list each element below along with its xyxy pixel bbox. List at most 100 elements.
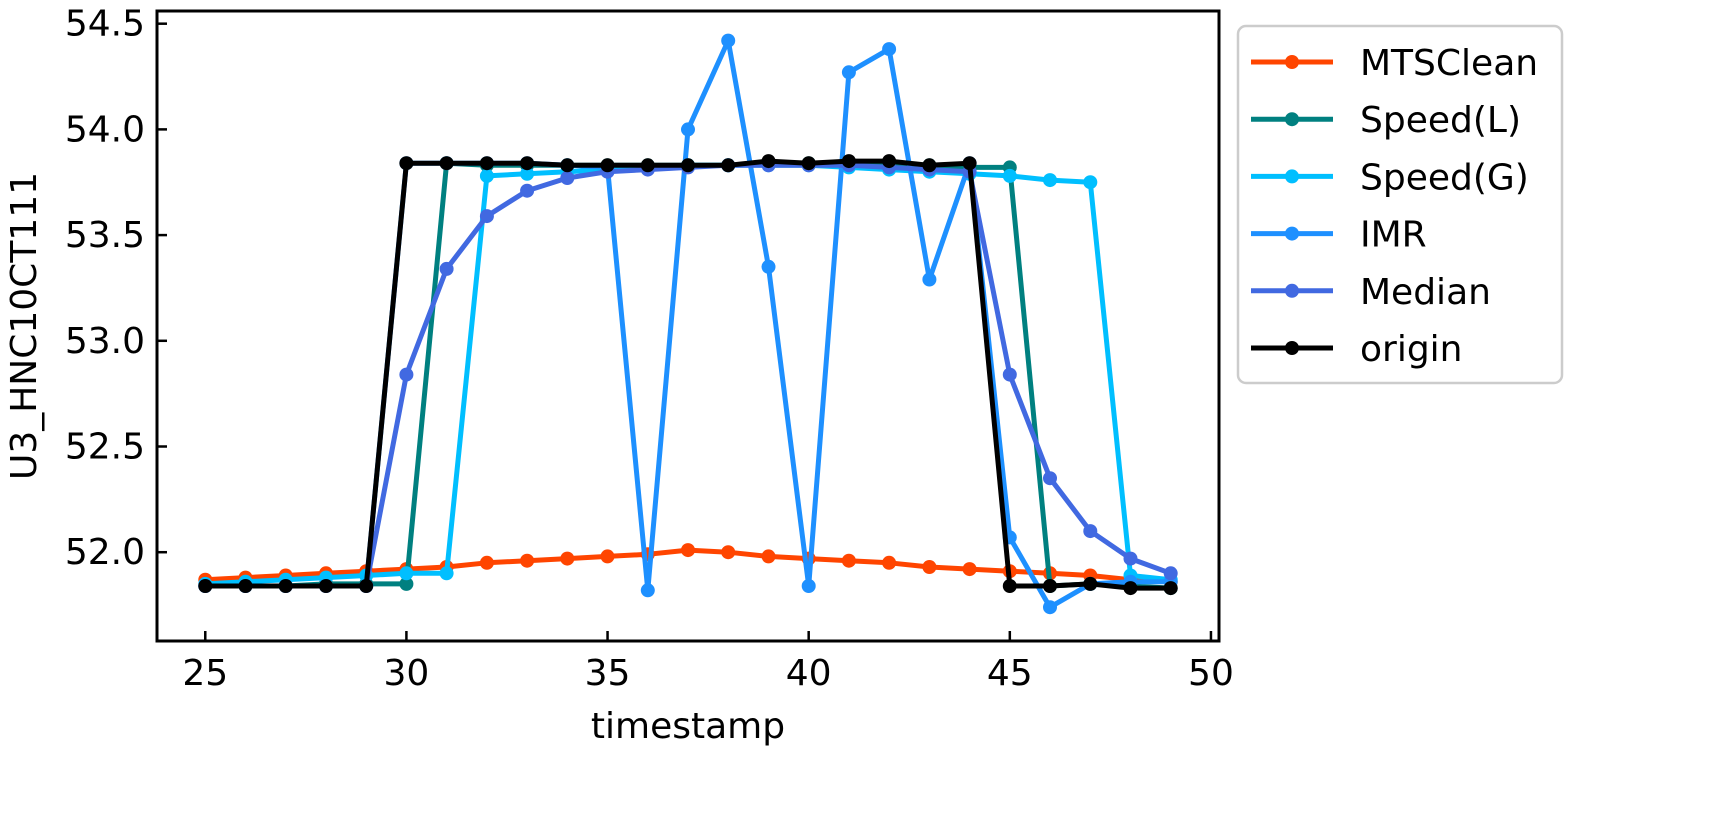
y-axis-label: U3_HNC10CT111	[4, 172, 45, 480]
data-point-speed-g	[399, 566, 414, 581]
data-point-median	[1083, 524, 1098, 539]
data-point-speed-g	[520, 166, 535, 181]
data-point-origin	[681, 158, 695, 173]
data-point-mtsclean	[520, 553, 535, 568]
y-tick-label: 52.0	[65, 532, 145, 573]
legend-swatch-marker	[1285, 55, 1299, 69]
y-tick-label: 54.0	[65, 109, 145, 150]
series-layer	[198, 33, 1178, 615]
data-point-origin	[439, 156, 454, 171]
x-tick-label: 40	[786, 653, 832, 694]
data-point-origin	[640, 158, 655, 173]
data-point-origin	[962, 156, 977, 171]
data-point-median	[399, 367, 414, 382]
data-point-origin	[922, 158, 937, 173]
data-point-median	[1043, 471, 1057, 486]
data-point-origin	[278, 579, 293, 593]
legend-swatch-marker	[1285, 341, 1299, 355]
legend-swatch-marker	[1285, 169, 1299, 184]
data-point-origin	[399, 156, 414, 171]
series-speed-l	[198, 156, 1178, 596]
legend-swatch-marker	[1285, 283, 1299, 298]
data-point-mtsclean	[681, 543, 695, 558]
data-point-median	[520, 183, 535, 198]
legend-label: IMR	[1360, 215, 1427, 256]
data-point-origin	[841, 154, 856, 169]
x-tick-label: 35	[585, 653, 631, 694]
data-point-mtsclean	[922, 560, 937, 574]
data-point-median	[1123, 551, 1138, 566]
series-line-speed-l	[205, 160, 1171, 591]
data-point-imr	[922, 272, 937, 287]
legend-label: MTSClean	[1360, 43, 1538, 84]
data-point-origin	[198, 579, 213, 593]
legend-item-origin: origin	[1251, 329, 1463, 370]
y-tick-label: 52.5	[65, 427, 145, 468]
data-point-imr	[882, 42, 897, 57]
data-point-mtsclean	[600, 549, 615, 564]
data-point-mtsclean	[479, 555, 494, 570]
data-point-speed-l	[399, 576, 414, 591]
data-point-speed-g	[479, 168, 494, 183]
legend-label: Speed(G)	[1360, 157, 1529, 198]
data-point-imr	[640, 583, 655, 598]
y-tick-label: 53.0	[65, 321, 145, 362]
data-point-speed-g	[1002, 168, 1017, 183]
data-point-median	[439, 261, 454, 276]
data-point-origin	[1002, 579, 1017, 593]
legend-box	[1236, 24, 1564, 385]
data-point-median	[1002, 367, 1017, 382]
x-tick-label: 25	[182, 653, 228, 694]
data-point-mtsclean	[841, 553, 856, 568]
legend-label: origin	[1360, 329, 1463, 370]
data-point-mtsclean	[560, 551, 575, 566]
data-point-median	[1163, 566, 1178, 581]
data-point-speed-g	[1083, 175, 1098, 190]
series-imr	[198, 33, 1178, 615]
data-point-imr	[1043, 600, 1057, 615]
data-point-imr	[801, 579, 816, 593]
data-point-median	[560, 171, 575, 185]
data-point-origin	[801, 156, 816, 171]
legend-item-mtsclean: MTSClean	[1251, 43, 1538, 84]
data-point-origin	[1123, 581, 1138, 596]
data-point-origin	[238, 579, 253, 593]
x-tick-label: 50	[1188, 653, 1234, 694]
data-point-origin	[721, 158, 736, 173]
legend-label: Speed(L)	[1360, 100, 1521, 141]
data-point-mtsclean	[761, 549, 776, 564]
y-tick-label: 54.5	[65, 4, 145, 45]
legend-swatch-marker	[1285, 226, 1299, 241]
legend-item-speed-l: Speed(L)	[1251, 100, 1521, 141]
data-point-mtsclean	[721, 545, 736, 560]
ticks-layer: 25 30 35 40 45 50 52.0 52.5 53.0 53.5 54.0 54.5	[65, 4, 1234, 694]
data-point-origin	[882, 154, 897, 169]
data-point-imr	[721, 33, 736, 48]
series-origin	[198, 154, 1178, 596]
legend-label: Median	[1360, 272, 1491, 313]
series-line-origin	[205, 158, 1171, 591]
x-tick-label: 30	[384, 653, 430, 694]
legend-item-imr: IMR	[1251, 215, 1427, 256]
series-line-median	[205, 162, 1172, 589]
data-point-origin	[1043, 579, 1057, 593]
legend-swatch-marker	[1285, 112, 1299, 127]
data-point-mtsclean	[962, 562, 977, 577]
data-point-speed-g	[439, 566, 454, 581]
data-point-origin	[359, 579, 374, 593]
legend-item-speed-g: Speed(G)	[1251, 157, 1529, 198]
data-point-median	[479, 209, 494, 224]
series-line-speed-g	[205, 162, 1171, 587]
x-tick-label: 45	[987, 653, 1033, 694]
data-point-origin	[520, 156, 535, 171]
plot-frame	[155, 9, 1221, 643]
data-point-origin	[479, 156, 494, 171]
data-point-speed-g	[1043, 173, 1057, 188]
legend: MTSClean Speed(L) Speed(G) IMR Median origin	[1236, 24, 1564, 385]
legend-item-median: Median	[1251, 272, 1491, 313]
data-point-origin	[761, 154, 776, 169]
data-point-imr	[761, 259, 776, 274]
data-point-mtsclean	[882, 555, 897, 570]
y-tick-label: 53.5	[65, 215, 145, 256]
